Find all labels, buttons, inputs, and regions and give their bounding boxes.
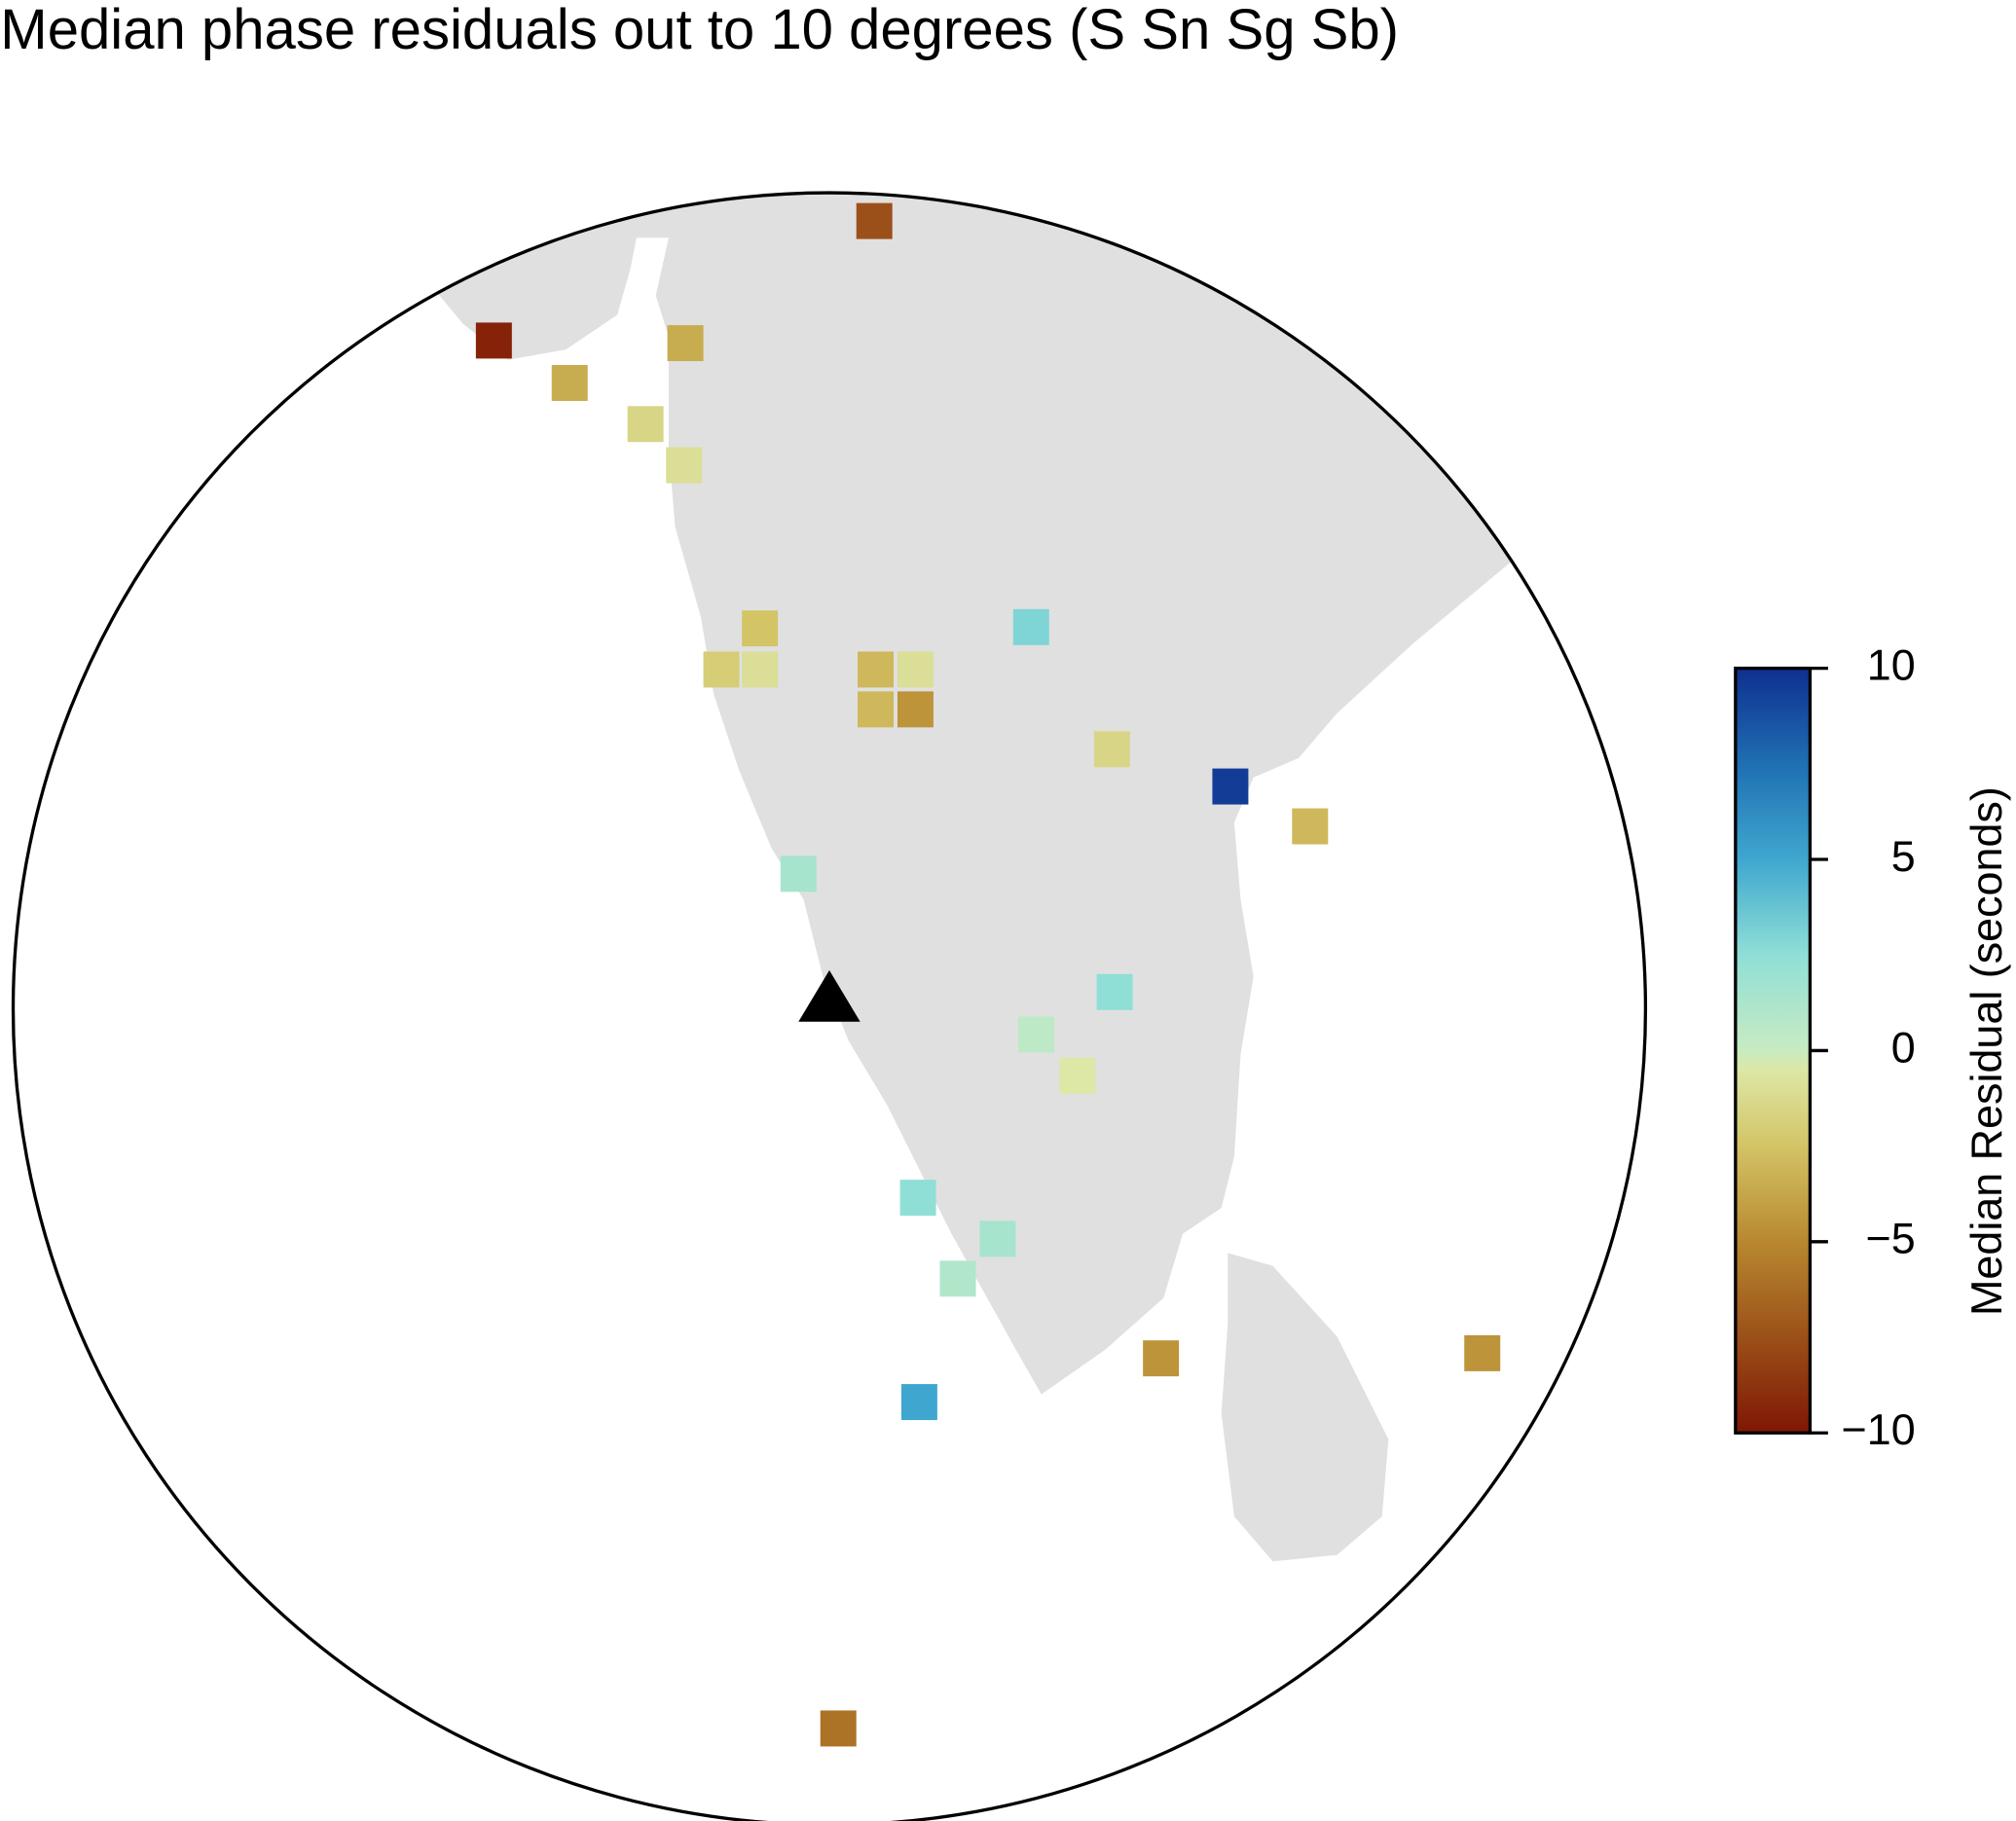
station-residual (1018, 1016, 1055, 1053)
station-residual (897, 651, 934, 688)
land (437, 193, 1515, 1562)
colorbar-tick-label: 0 (1891, 1022, 1916, 1072)
station-residual (742, 610, 779, 647)
colorbar-label: Median Residual (seconds) (1961, 786, 2011, 1316)
colorbar-tick-label: 10 (1867, 639, 1916, 689)
station-residual (1464, 1334, 1501, 1371)
station-residual (858, 651, 894, 688)
station-residual (1093, 731, 1130, 768)
station-residual (780, 856, 817, 892)
station-residual (939, 1260, 976, 1297)
station-residual (1059, 1057, 1096, 1094)
station-residual (858, 691, 894, 728)
globe-outline (12, 191, 1647, 1821)
station-residual (667, 325, 704, 362)
colorbar-tick-label: −10 (1842, 1404, 1916, 1454)
station-residual (899, 1180, 936, 1217)
sri-lanka (1221, 1253, 1389, 1562)
station-triangle (798, 969, 861, 1022)
station-residual (1143, 1340, 1180, 1377)
station-residual (1292, 808, 1329, 845)
india (437, 193, 1515, 1395)
colorbar-tick-label: −5 (1866, 1214, 1916, 1263)
station-residual (979, 1220, 1016, 1257)
station-residual (900, 1384, 937, 1421)
colorbar (1734, 666, 1813, 1435)
station-residual (897, 691, 934, 728)
station-residual (1096, 973, 1133, 1010)
station-residual (666, 447, 703, 484)
station-residual (551, 364, 588, 401)
station-residual (856, 202, 893, 239)
station-residual (1212, 768, 1249, 805)
colorbar-tick-label: 5 (1891, 831, 1916, 881)
station-residual (742, 651, 779, 688)
station-residual (1012, 608, 1049, 645)
station-residual (475, 322, 512, 359)
station-residual (703, 651, 740, 688)
map-title: Median phase residuals out to 10 degrees… (0, 0, 1399, 61)
station-residual (820, 1710, 857, 1747)
station-residual (627, 406, 664, 443)
